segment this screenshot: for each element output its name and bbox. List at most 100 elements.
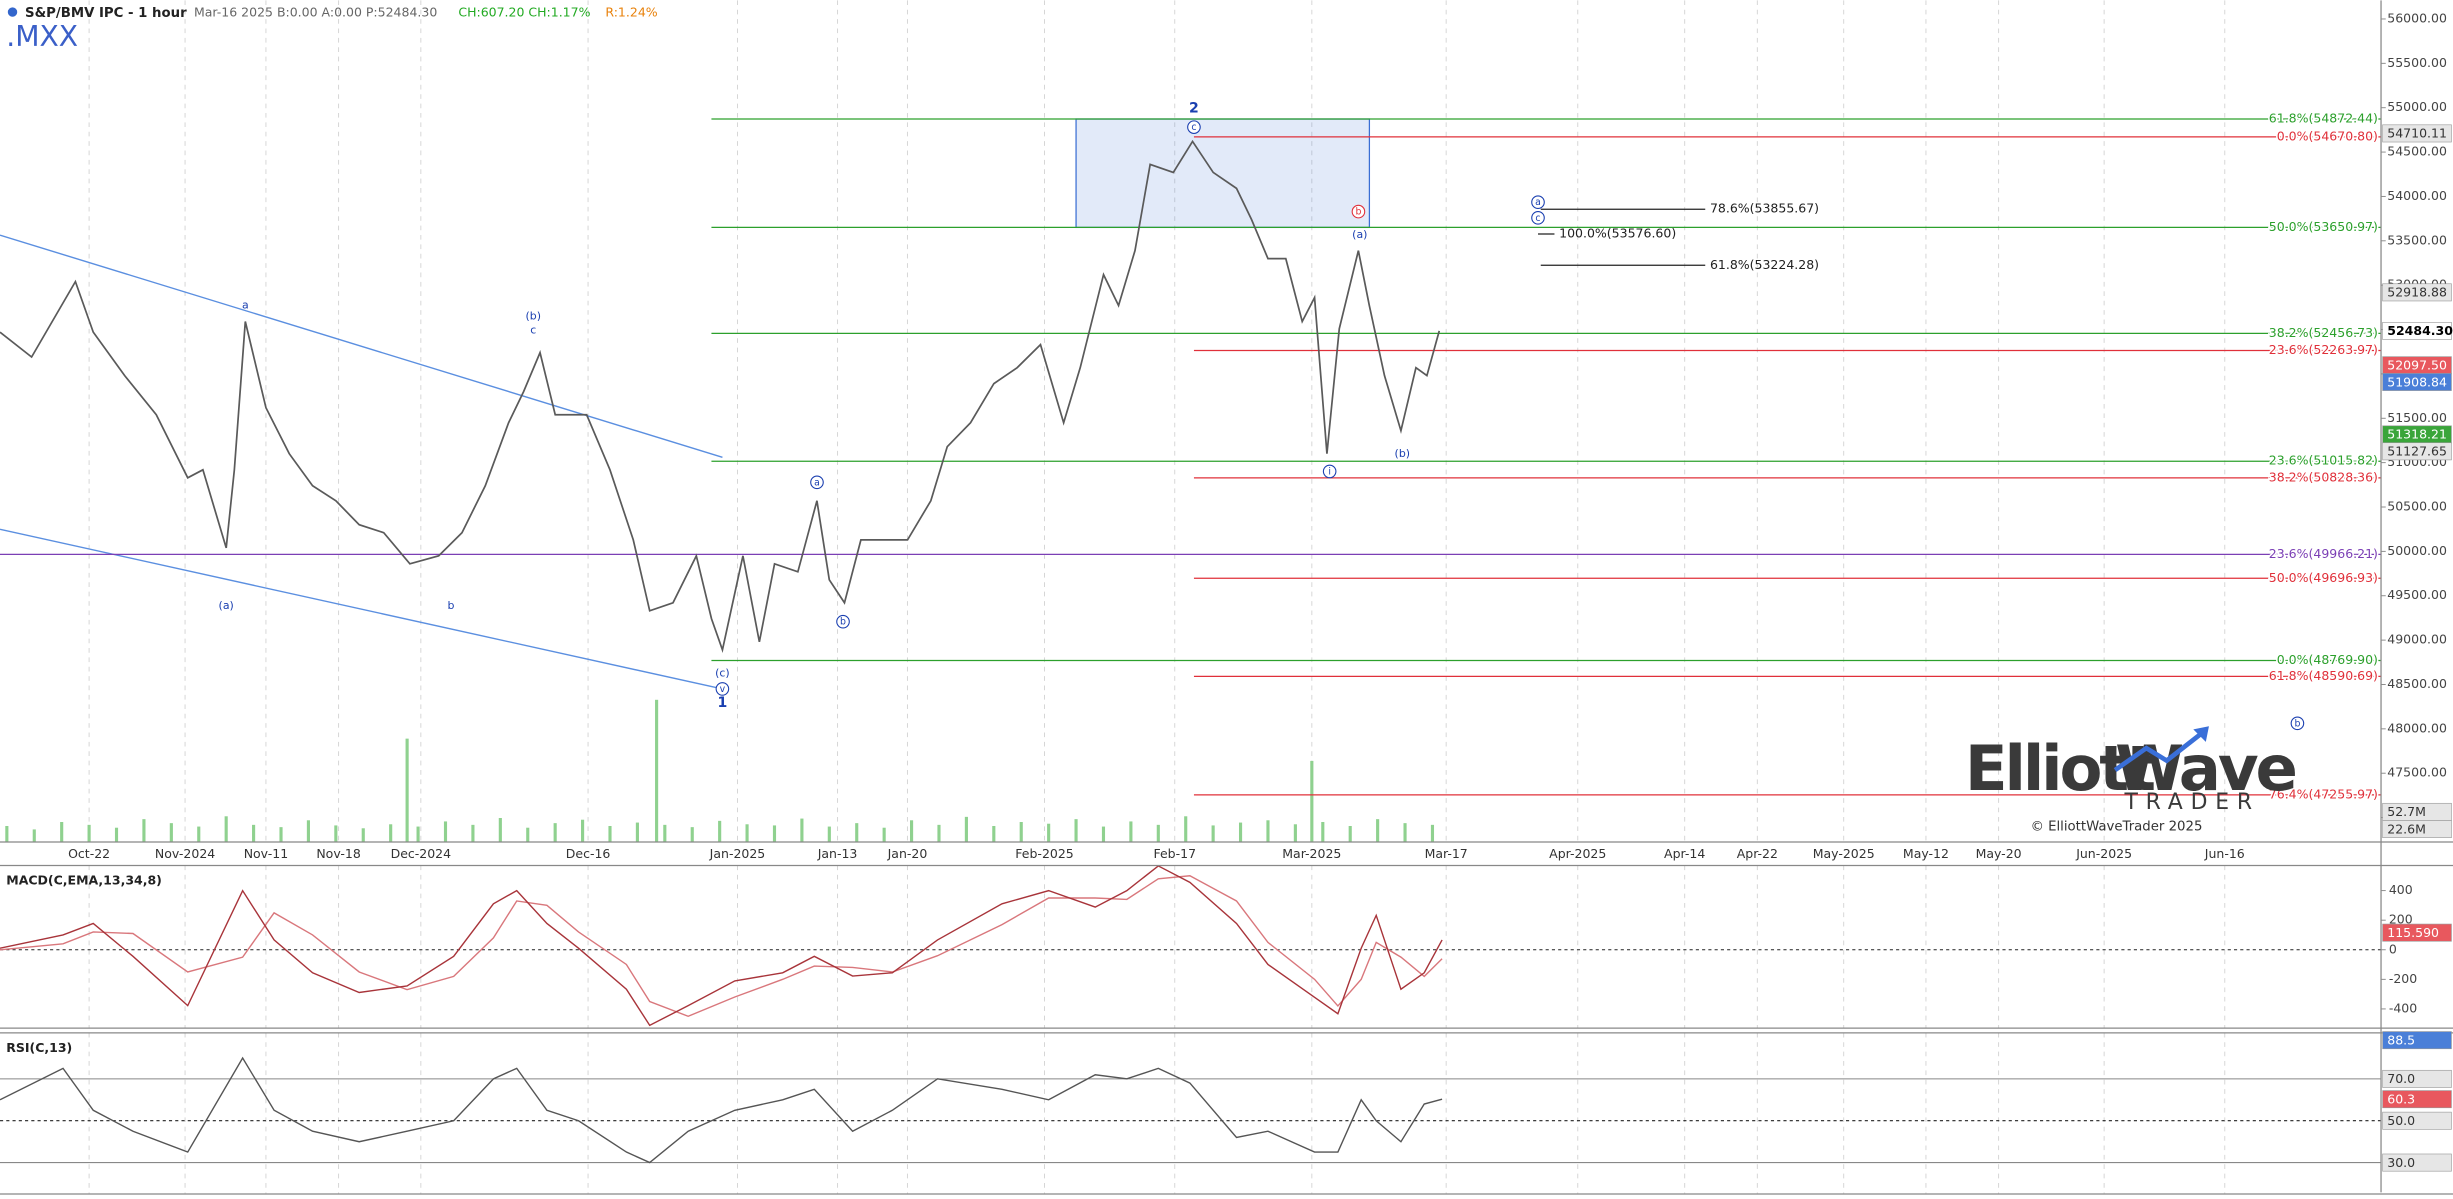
- axis-tag-label: 52097.50: [2387, 358, 2447, 373]
- panel-title: MACD(C,EMA,13,34,8): [6, 873, 162, 888]
- y-tick-label: -400: [2389, 1000, 2417, 1015]
- x-tick-label: Oct-22: [68, 846, 110, 861]
- volume-bar: [581, 819, 585, 842]
- volume-bar: [608, 825, 612, 842]
- wave-label: b: [2294, 718, 2300, 729]
- fib-label: 61.8%(54872.44): [2269, 111, 2378, 126]
- y-tick-label: 50000.00: [2387, 543, 2447, 558]
- price-panel: 61.8%(54872.44) 50.0%(53650.97) 38.2%(5245…: [0, 100, 2382, 842]
- y-tick-label: 400: [2389, 882, 2413, 897]
- x-tick-label: Feb-2025: [1015, 846, 1073, 861]
- axis-tag: [2382, 820, 2452, 838]
- logo: Elliott Wave TRADER © ElliottWaveTrader …: [1965, 726, 2299, 834]
- y-tick-label: 55500.00: [2387, 55, 2447, 70]
- wave-label: b: [1355, 207, 1361, 218]
- volume-bar: [882, 827, 886, 842]
- rsi-line: [0, 1056, 1443, 1164]
- x-tick-label: Mar-2025: [1282, 846, 1341, 861]
- x-tick-label: Jan-20: [887, 846, 928, 861]
- fib-label: 78.6%(53855.67): [1710, 201, 1819, 216]
- x-tick-label: May-20: [1976, 846, 2022, 861]
- y-tick-label: 0: [2389, 941, 2397, 956]
- volume-bar: [800, 818, 804, 842]
- volume-bar: [1376, 819, 1380, 842]
- volume-bar: [663, 824, 667, 842]
- change: CH:607.20 CH:1.17%: [458, 4, 590, 19]
- volume-bar: [910, 820, 914, 842]
- volume-bar: [1238, 822, 1243, 842]
- volume-bar: [992, 825, 996, 842]
- fib-label: 100.0%(53576.60): [1559, 226, 1676, 241]
- wave-circle: [1351, 204, 1366, 219]
- wave-circle: [715, 682, 730, 696]
- target-box: [1075, 118, 1371, 229]
- volume-bar: [5, 825, 9, 842]
- fib-label: 61.8%(48590.69): [2269, 668, 2378, 683]
- wave-label: v: [720, 684, 726, 695]
- x-tick-label: Dec-2024: [391, 846, 452, 861]
- x-tick-label: Jan-13: [817, 846, 858, 861]
- axis-tag-label: 52918.88: [2387, 285, 2447, 300]
- volume-bar: [1430, 824, 1435, 842]
- x-tick-label: Feb-17: [1153, 846, 1196, 861]
- wave-circle: [1322, 464, 1337, 479]
- axis-tag-label: 115.590: [2387, 925, 2439, 940]
- axis-tag: [2382, 1111, 2452, 1130]
- fib-label: 38.2%(52456.73): [2269, 325, 2378, 340]
- wave-label: a: [814, 477, 820, 488]
- axis-tag-label: 54710.11: [2387, 126, 2447, 141]
- y-tick-label: 200: [2389, 912, 2413, 927]
- volume-bar: [252, 824, 256, 842]
- volume-bar: [1156, 824, 1160, 842]
- grid-layer: [88, 0, 2226, 1194]
- wave-label: 2: [1189, 100, 1199, 116]
- wave-circle: [810, 475, 824, 490]
- wave-circle: [1187, 120, 1201, 134]
- wave-label: b: [840, 617, 846, 628]
- volume-bar: [1266, 820, 1270, 842]
- volume-bar: [389, 824, 393, 842]
- y-tick-label: 48000.00: [2387, 720, 2447, 735]
- axis-tag-label: 30.0: [2387, 1155, 2415, 1170]
- wave-label: c: [1191, 122, 1196, 133]
- volume-bar: [471, 824, 475, 842]
- volume-bar: [718, 820, 722, 842]
- wave-label: a: [242, 299, 249, 312]
- y-tick-label: 50500.00: [2387, 499, 2447, 514]
- volume-bar: [1348, 825, 1352, 842]
- volume-bar: [526, 827, 530, 842]
- volume-bar: [405, 738, 409, 842]
- volume-bar: [827, 826, 831, 842]
- axis-tag: [2382, 1069, 2452, 1088]
- fib-label: 23.6%(51015.82): [2269, 453, 2378, 468]
- wave-label: (a): [219, 599, 234, 612]
- y-tick-label: 48500.00: [2387, 676, 2447, 691]
- y-tick-label: 51500.00: [2387, 410, 2447, 425]
- logo-word: TRADER: [2123, 790, 2260, 815]
- wave-circle: [1531, 211, 1545, 225]
- axis-tag-label: 52.7M: [2387, 804, 2426, 819]
- axis-tag-label: 70.0: [2387, 1071, 2415, 1086]
- copyright: © ElliottWaveTrader 2025: [2031, 819, 2203, 834]
- logo-arrowhead: [2193, 726, 2209, 742]
- axis-tag: [2382, 1090, 2452, 1109]
- volume-bar: [745, 824, 749, 842]
- volume-bar: [1321, 821, 1325, 842]
- volume-bar: [772, 825, 777, 842]
- volume-bar: [655, 699, 659, 842]
- wave-circle: [836, 614, 850, 629]
- fib-label: 0.0%(54670.80): [2277, 128, 2378, 143]
- volume-bar: [1129, 821, 1133, 842]
- x-tick-label: Jun-2025: [2075, 846, 2132, 861]
- wave-label: 1: [718, 695, 728, 711]
- volume-bar: [60, 821, 64, 842]
- fib-label: 23.6%(52263.97): [2269, 342, 2378, 357]
- axis-tag-label: 51908.84: [2387, 374, 2447, 389]
- y-tick-label: 54000.00: [2387, 188, 2447, 203]
- volume-bar: [334, 825, 338, 842]
- trendline: [0, 528, 723, 690]
- volume-bar: [224, 816, 228, 842]
- fib-label: 50.0%(53650.97): [2269, 219, 2378, 234]
